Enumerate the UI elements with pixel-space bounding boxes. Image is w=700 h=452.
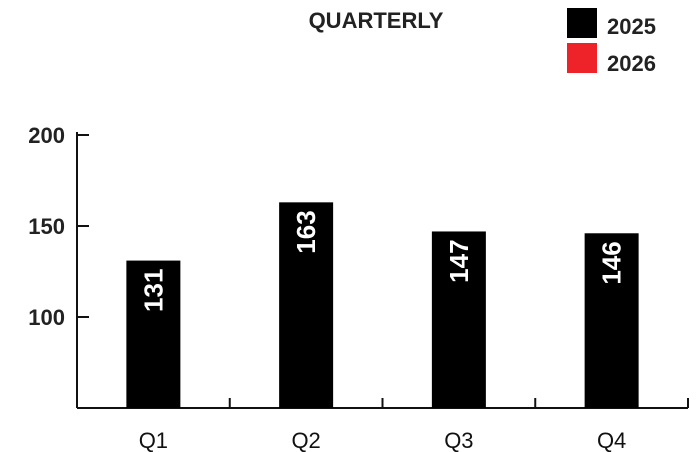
legend: 2025 2026 bbox=[567, 8, 656, 76]
legend-label-2026: 2026 bbox=[607, 51, 656, 76]
data-label: 146 bbox=[597, 241, 627, 284]
bar-q2 bbox=[279, 202, 334, 408]
legend-swatch-2025 bbox=[567, 8, 597, 38]
x-tick-label: Q3 bbox=[444, 428, 473, 452]
data-label: 147 bbox=[444, 239, 474, 282]
bar-q3 bbox=[431, 231, 486, 408]
data-label: 163 bbox=[291, 210, 321, 253]
y-tick-label: 100 bbox=[28, 305, 65, 330]
x-tick-label: Q4 bbox=[597, 428, 626, 452]
x-tick-label: Q1 bbox=[139, 428, 168, 452]
legend-label-2025: 2025 bbox=[607, 14, 656, 39]
chart-title: QUARTERLY bbox=[309, 8, 444, 33]
y-tick-label: 150 bbox=[28, 214, 65, 239]
legend-swatch-2026 bbox=[567, 43, 597, 73]
data-labels: 131 163 147 146 bbox=[138, 210, 626, 312]
x-tick-label: Q2 bbox=[291, 428, 320, 452]
bars bbox=[126, 202, 639, 408]
bar-q4 bbox=[584, 233, 639, 408]
data-label: 131 bbox=[138, 269, 168, 312]
y-tick-label: 200 bbox=[28, 123, 65, 148]
bar-q1 bbox=[126, 260, 181, 408]
